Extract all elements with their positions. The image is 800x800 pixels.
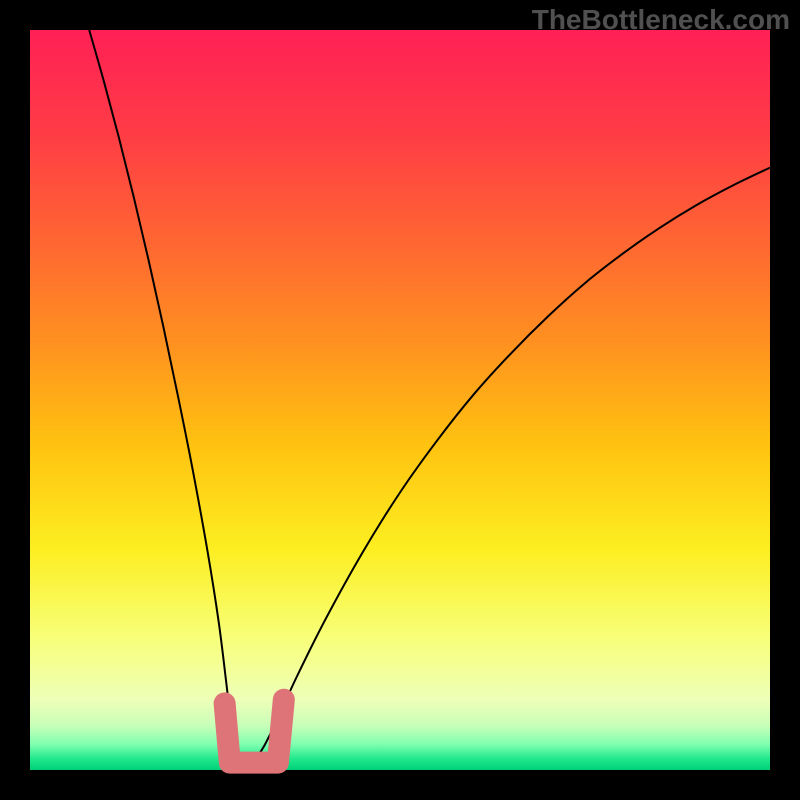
- watermark-text: TheBottleneck.com: [532, 4, 790, 36]
- plot-background: [30, 30, 770, 770]
- bottleneck-chart: [0, 0, 800, 800]
- figure-stage: TheBottleneck.com: [0, 0, 800, 800]
